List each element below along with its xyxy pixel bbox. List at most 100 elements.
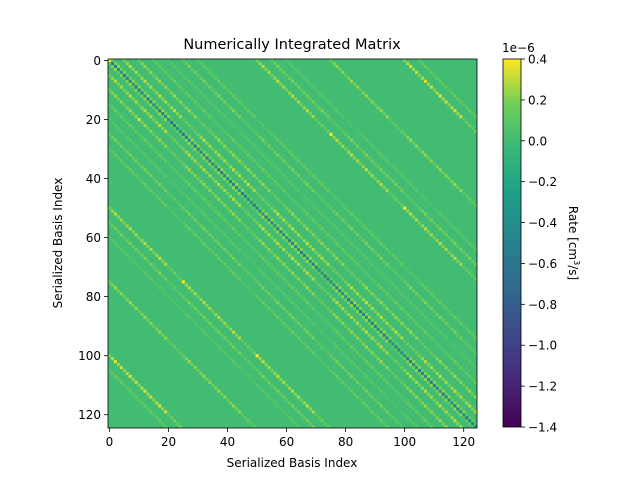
band-cell bbox=[302, 401, 306, 405]
band-cell bbox=[423, 197, 427, 201]
band-cell bbox=[311, 336, 315, 340]
band-cell bbox=[267, 233, 271, 237]
band-cell bbox=[122, 147, 126, 151]
diagonal-cell bbox=[409, 360, 413, 364]
band-cell bbox=[261, 123, 265, 128]
band-cell bbox=[353, 126, 357, 130]
band-cell bbox=[161, 97, 165, 101]
band-cell bbox=[447, 103, 451, 107]
diagonal-cell bbox=[355, 306, 360, 311]
band-cell bbox=[361, 268, 365, 272]
band-cell bbox=[423, 212, 427, 216]
band-cell bbox=[143, 315, 147, 319]
band-cell bbox=[432, 339, 436, 343]
band-cell bbox=[181, 147, 185, 151]
band-cell bbox=[332, 253, 336, 257]
band-cell bbox=[338, 200, 342, 204]
band-cell bbox=[178, 85, 182, 89]
band-cell bbox=[314, 309, 318, 314]
y-axis-label: Serialized Basis Index bbox=[51, 178, 65, 309]
band-cell bbox=[353, 82, 357, 86]
band-cell bbox=[291, 64, 295, 69]
band-cell bbox=[335, 315, 339, 319]
band-cell bbox=[108, 73, 112, 77]
band-cell bbox=[453, 256, 457, 260]
band-cell bbox=[305, 330, 309, 334]
band-cell bbox=[314, 268, 318, 272]
band-cell bbox=[243, 253, 247, 257]
band-cell bbox=[255, 59, 259, 63]
band-cell bbox=[420, 386, 425, 390]
band-cell bbox=[358, 162, 363, 166]
band-cell bbox=[169, 416, 174, 420]
band-cell bbox=[415, 336, 419, 340]
band-cell bbox=[450, 180, 454, 184]
band-cell bbox=[350, 138, 354, 142]
band-cell bbox=[193, 188, 197, 192]
band-cell bbox=[110, 64, 115, 69]
band-cell bbox=[223, 203, 227, 207]
band-cell bbox=[214, 180, 218, 184]
band-cell bbox=[468, 123, 472, 128]
band-cell bbox=[314, 103, 318, 107]
band-cell bbox=[406, 312, 410, 316]
band-cell bbox=[279, 141, 283, 145]
band-cell bbox=[267, 221, 271, 225]
band-cell bbox=[302, 268, 306, 272]
band-cell bbox=[240, 206, 244, 210]
band-cell bbox=[273, 239, 277, 243]
band-cell bbox=[226, 132, 230, 136]
band-cell bbox=[110, 371, 115, 376]
band-cell bbox=[347, 268, 351, 272]
band-cell bbox=[214, 106, 218, 110]
colorbar-tick-label: 0.2 bbox=[528, 93, 547, 107]
band-cell bbox=[167, 120, 171, 125]
band-cell bbox=[285, 221, 289, 225]
diagonal-cell bbox=[429, 380, 433, 384]
band-cell bbox=[296, 292, 301, 296]
band-cell bbox=[400, 380, 404, 384]
band-cell bbox=[456, 377, 460, 381]
band-cell bbox=[344, 73, 348, 77]
band-cell bbox=[459, 351, 463, 355]
band-cell bbox=[108, 147, 112, 151]
band-cell bbox=[456, 244, 460, 249]
band-cell bbox=[119, 292, 123, 296]
band-cell bbox=[240, 280, 244, 284]
band-cell bbox=[270, 59, 274, 63]
band-cell bbox=[143, 271, 147, 275]
band-cell bbox=[291, 419, 295, 423]
band-cell bbox=[435, 312, 439, 316]
band-cell bbox=[285, 177, 289, 181]
band-cell bbox=[211, 236, 215, 240]
band-cell bbox=[255, 265, 259, 269]
band-cell bbox=[420, 224, 425, 228]
band-cell bbox=[143, 138, 147, 142]
band-cell bbox=[190, 363, 194, 367]
band-cell bbox=[394, 182, 398, 187]
band-cell bbox=[353, 274, 357, 278]
band-cell bbox=[184, 283, 188, 287]
band-cell bbox=[474, 395, 477, 399]
band-cell bbox=[394, 256, 398, 260]
band-cell bbox=[358, 312, 363, 316]
band-cell bbox=[237, 366, 241, 370]
band-cell bbox=[231, 404, 236, 408]
band-cell bbox=[450, 239, 454, 243]
band-cell bbox=[113, 360, 118, 364]
band-cell bbox=[175, 304, 179, 308]
band-cell bbox=[217, 256, 221, 260]
band-cell bbox=[344, 132, 348, 136]
band-cell bbox=[382, 244, 386, 249]
band-cell bbox=[264, 218, 268, 222]
diagonal-cell bbox=[341, 292, 345, 296]
band-cell bbox=[264, 230, 268, 234]
band-cell bbox=[417, 339, 422, 343]
band-cell bbox=[358, 132, 363, 136]
band-cell bbox=[110, 59, 115, 63]
band-cell bbox=[246, 286, 250, 290]
band-cell bbox=[229, 327, 233, 331]
band-cell bbox=[453, 94, 457, 98]
band-cell bbox=[149, 97, 153, 101]
